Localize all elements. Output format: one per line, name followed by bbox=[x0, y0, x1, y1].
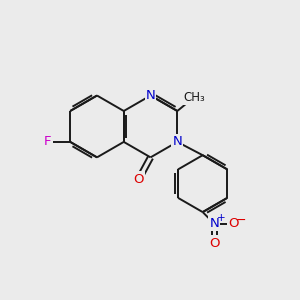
Text: O: O bbox=[209, 236, 220, 250]
Text: F: F bbox=[44, 135, 52, 148]
Text: −: − bbox=[236, 214, 246, 227]
Text: N: N bbox=[146, 89, 155, 102]
Text: N: N bbox=[172, 135, 182, 148]
Text: O: O bbox=[134, 172, 144, 185]
Text: +: + bbox=[217, 213, 225, 223]
Text: O: O bbox=[228, 217, 239, 230]
Text: N: N bbox=[209, 217, 219, 230]
Text: CH₃: CH₃ bbox=[184, 91, 205, 103]
